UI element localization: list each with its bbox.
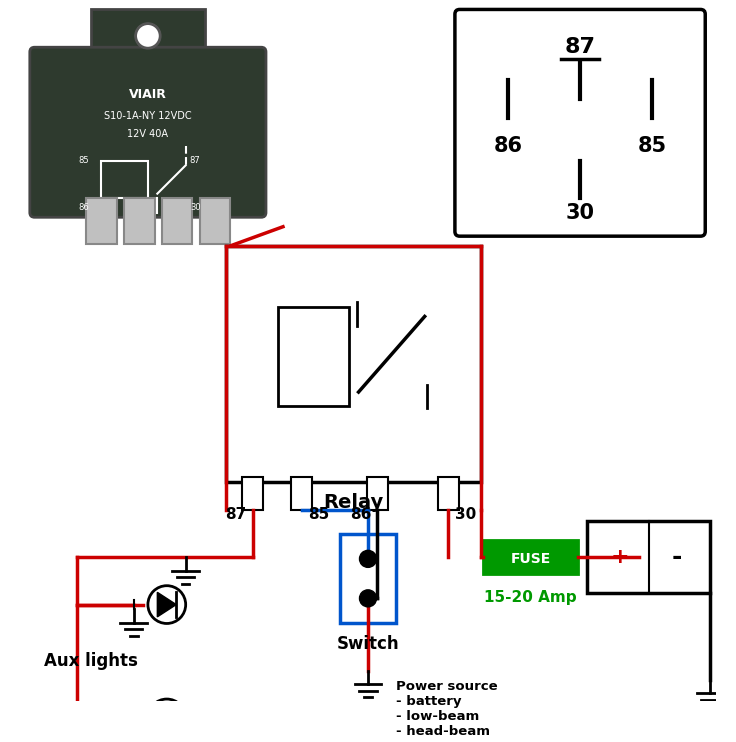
Circle shape: [135, 24, 160, 48]
FancyBboxPatch shape: [455, 10, 705, 236]
Text: 86: 86: [78, 203, 89, 212]
Text: 86: 86: [350, 508, 371, 522]
FancyBboxPatch shape: [30, 47, 266, 217]
Bar: [226, 246, 481, 482]
Text: S10-1A-NY 12VDC: S10-1A-NY 12VDC: [104, 111, 191, 121]
Text: +: +: [611, 548, 629, 568]
Bar: [291, 477, 312, 510]
Text: 87: 87: [225, 508, 247, 522]
Bar: [484, 540, 578, 574]
Text: 86: 86: [493, 137, 523, 157]
Bar: [278, 307, 349, 406]
Text: 15-20 Amp: 15-20 Amp: [484, 590, 577, 605]
Bar: [200, 198, 230, 243]
Bar: [438, 477, 459, 510]
Circle shape: [359, 551, 377, 568]
Text: Switch: Switch: [336, 635, 400, 653]
Bar: [87, 198, 117, 243]
Bar: [124, 198, 155, 243]
Bar: [367, 477, 388, 510]
Text: 12V 40A: 12V 40A: [127, 129, 169, 139]
Bar: [162, 198, 192, 243]
Bar: [242, 477, 263, 510]
Text: 30: 30: [190, 203, 200, 212]
Text: Power source
- battery
- low-beam
- head-beam: Power source - battery - low-beam - head…: [397, 680, 498, 738]
Text: 30: 30: [455, 508, 476, 522]
Text: Aux lights: Aux lights: [44, 652, 138, 670]
Text: 87: 87: [190, 156, 200, 165]
Text: FUSE: FUSE: [510, 552, 551, 566]
Text: 87: 87: [565, 37, 595, 57]
Text: 85: 85: [638, 137, 667, 157]
Polygon shape: [158, 706, 176, 730]
Text: -: -: [672, 545, 682, 569]
Circle shape: [148, 585, 185, 623]
Polygon shape: [158, 592, 176, 617]
Bar: [587, 522, 710, 594]
Bar: [91, 10, 205, 62]
Circle shape: [359, 590, 377, 607]
Text: VIAIR: VIAIR: [129, 88, 167, 101]
Text: 85: 85: [78, 156, 89, 165]
Text: 30: 30: [565, 203, 595, 223]
Text: 85: 85: [308, 508, 330, 522]
Text: Relay: Relay: [324, 493, 384, 512]
Bar: [101, 160, 148, 198]
Circle shape: [148, 699, 185, 737]
Bar: [339, 533, 397, 623]
